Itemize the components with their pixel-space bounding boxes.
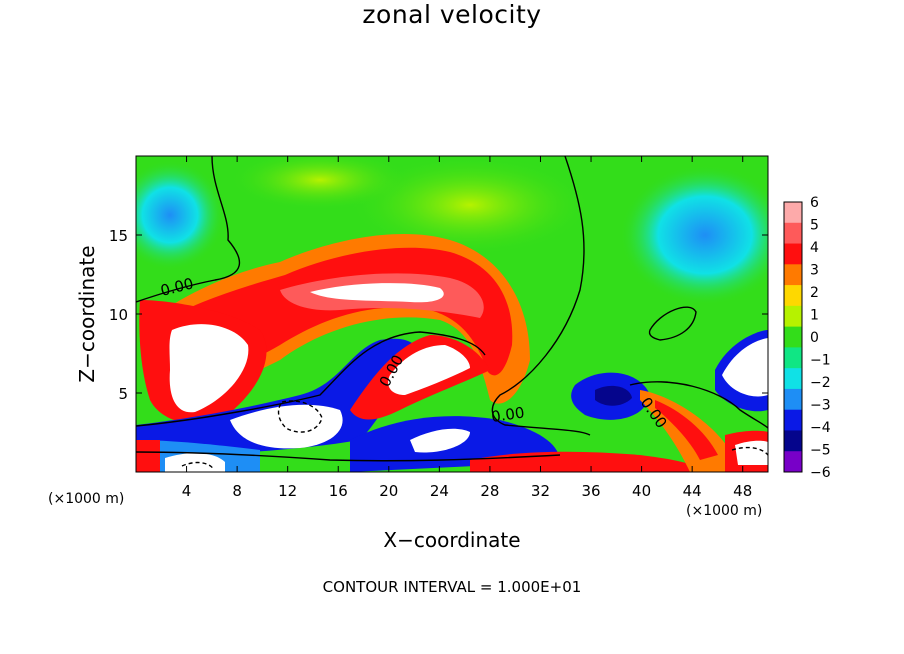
colorbar-label: −6 xyxy=(810,465,831,481)
colorbar-label: 6 xyxy=(810,195,819,211)
x-tick-label: 28 xyxy=(480,482,499,500)
colorbar-swatch xyxy=(784,409,802,431)
x-tick-label: 24 xyxy=(430,482,449,500)
x-tick-label: 20 xyxy=(379,482,398,500)
x-axis-label: X−coordinate xyxy=(383,528,521,552)
x-tick-label: 16 xyxy=(329,482,348,500)
colorbar-label: 3 xyxy=(810,263,819,279)
colorbar-swatch xyxy=(784,305,802,328)
contour-label-3: 0.00 xyxy=(490,403,526,425)
colorbar-label: 5 xyxy=(810,218,819,234)
colorbar-label: −2 xyxy=(810,375,831,391)
colorbar-swatch xyxy=(784,285,802,307)
y-tick-label: 5 xyxy=(118,385,128,403)
colorbar-label: 4 xyxy=(810,240,819,256)
x-axis-ticks: 4 8 12 16 20 24 28 32 36 40 44 48 xyxy=(182,156,752,500)
colorbar-swatch xyxy=(784,222,802,245)
x-tick-label: 12 xyxy=(278,482,297,500)
x-axis-unit-right: (×1000 m) xyxy=(686,503,763,519)
colorbar-label: 1 xyxy=(810,308,819,324)
x-tick-label: 40 xyxy=(632,482,651,500)
x-tick-label: 8 xyxy=(232,482,242,500)
colorbar-frame xyxy=(783,201,803,473)
colorbar-swatch xyxy=(784,202,802,224)
contour-lines xyxy=(136,156,768,471)
chart-title: zonal velocity xyxy=(362,0,542,29)
colorbar-swatch xyxy=(784,368,802,390)
colorbar-label: −5 xyxy=(810,443,831,459)
y-tick-label: 15 xyxy=(109,227,128,245)
colorbar-swatch xyxy=(784,388,802,411)
x-tick-label: 44 xyxy=(683,482,702,500)
colorbar-swatch xyxy=(784,451,802,473)
colorbar-label: −3 xyxy=(810,398,831,414)
y-axis-ticks: 5 10 15 xyxy=(109,227,768,403)
colorbar-swatch xyxy=(784,264,802,286)
y-tick-label: 10 xyxy=(109,306,128,324)
colorbar-swatch xyxy=(784,347,802,369)
x-axis-unit-left: (×1000 m) xyxy=(48,491,125,507)
colorbar-label: 2 xyxy=(810,285,819,301)
colorbar-label: −4 xyxy=(810,420,831,436)
x-tick-label: 32 xyxy=(531,482,550,500)
colorbar-label: 0 xyxy=(810,330,819,346)
colorbar-label: −1 xyxy=(810,353,831,369)
zonal-velocity-field xyxy=(136,156,768,472)
x-tick-label: 48 xyxy=(733,482,752,500)
y-axis-label: Z−coordinate xyxy=(75,245,99,383)
x-tick-label: 4 xyxy=(182,482,192,500)
colorbar-swatch xyxy=(784,326,802,348)
x-tick-label: 36 xyxy=(581,482,600,500)
contour-interval-note: CONTOUR INTERVAL = 1.000E+01 xyxy=(322,578,582,596)
colorbar-swatch xyxy=(784,430,802,452)
colorbar-swatch xyxy=(784,243,802,265)
colorbar: 6 5 4 3 2 1 0 −1 −2 −3 −4 −5 −6 xyxy=(783,195,831,481)
